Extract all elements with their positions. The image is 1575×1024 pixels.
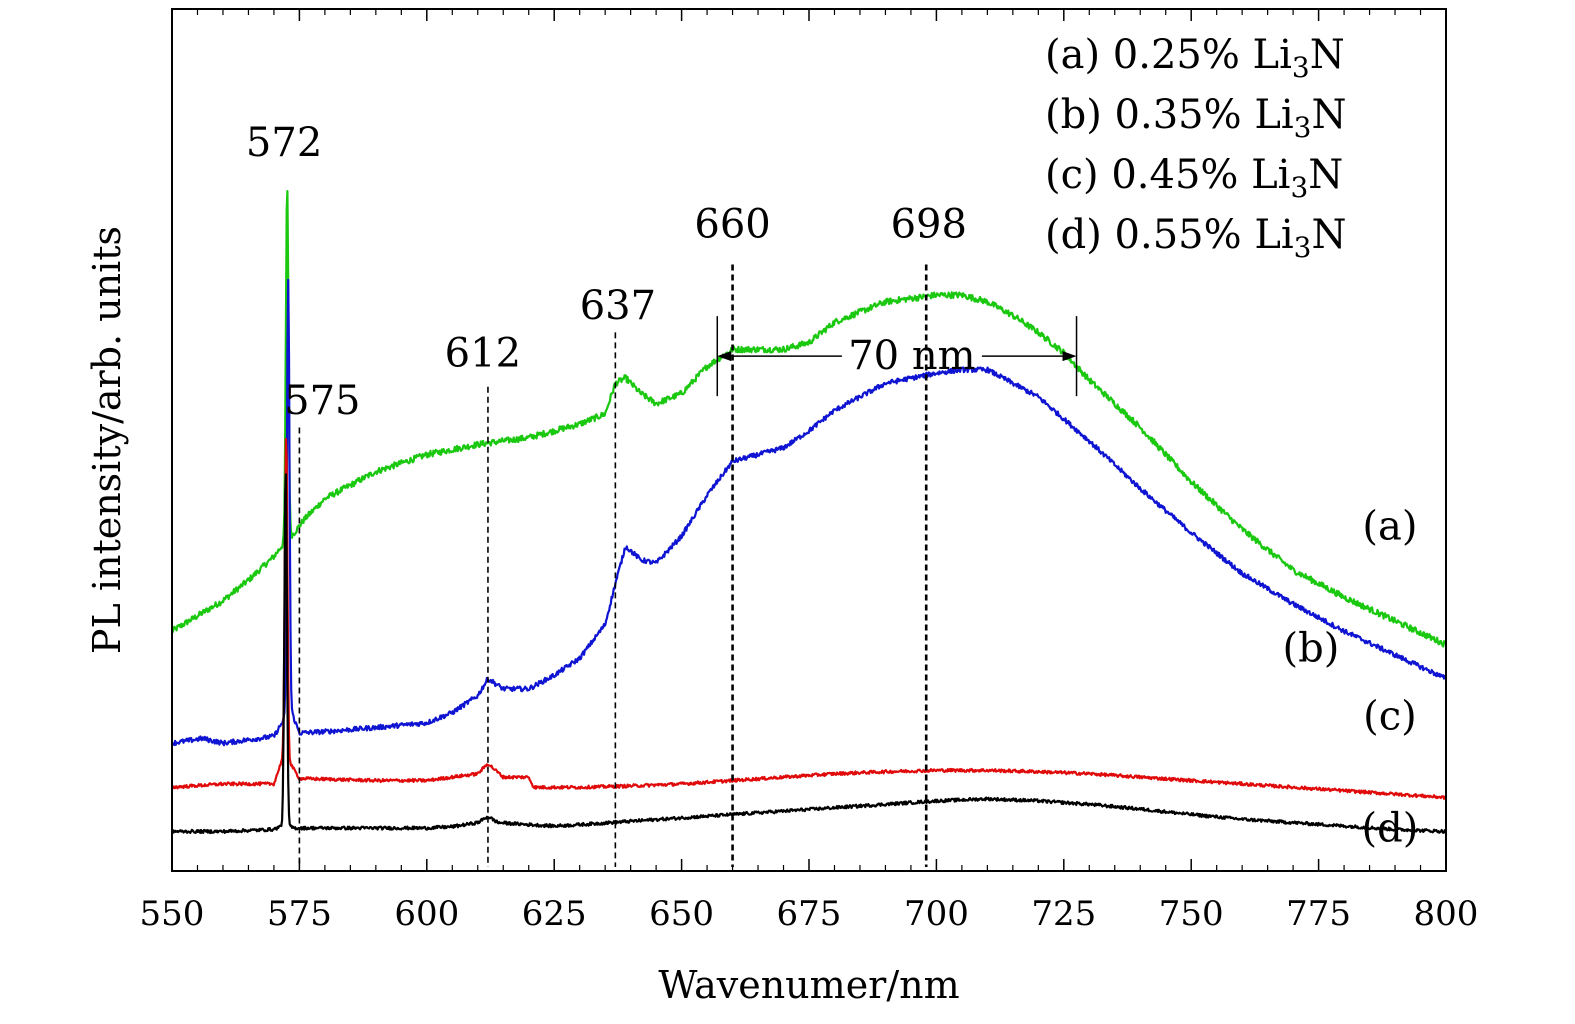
x-tick-label: 625 xyxy=(522,894,587,934)
annotation-layer: 572 575 612 637 660 698 70 nm (a) (b) (c) (d) xyxy=(246,120,1418,867)
series-label: (a) xyxy=(1362,503,1417,549)
x-tick-label: 600 xyxy=(394,894,459,934)
series-line xyxy=(171,437,1447,800)
series-a xyxy=(171,190,1447,648)
tick-layer: 550 575 600 625 650 675 700 725 750 775 800 xyxy=(140,9,1479,934)
fwhm-arrowhead-left xyxy=(717,351,732,362)
x-tick-label: 725 xyxy=(1031,894,1096,934)
peak-label: 575 xyxy=(284,378,360,424)
plot-frame xyxy=(171,8,1447,872)
series-label: (b) xyxy=(1283,626,1340,672)
legend: (a) 0.25% Li3N (b) 0.35% Li3N (c) 0.45% Li… xyxy=(1045,32,1347,264)
peak-label: 660 xyxy=(694,201,770,247)
legend-entry: (a) 0.25% Li3N xyxy=(1045,32,1345,84)
x-axis-title: Wavenumer/nm xyxy=(658,963,959,1007)
series-label: (c) xyxy=(1363,694,1417,740)
series-line xyxy=(171,190,1447,648)
peak-label: 612 xyxy=(445,330,521,376)
x-tick-label: 775 xyxy=(1286,894,1351,934)
peak-label: 572 xyxy=(246,120,322,166)
series-b xyxy=(170,278,1447,747)
fwhm-label: 70 nm xyxy=(848,333,975,379)
x-tick-label: 550 xyxy=(140,894,205,934)
x-tick-label: 675 xyxy=(777,894,842,934)
series-label: (d) xyxy=(1362,806,1419,852)
x-tick-label: 700 xyxy=(904,894,969,934)
x-tick-label: 650 xyxy=(649,894,714,934)
peak-label: 698 xyxy=(891,201,967,247)
legend-entry: (d) 0.55% Li3N xyxy=(1045,212,1347,264)
x-tick-label: 750 xyxy=(1159,894,1224,934)
peak-label: 637 xyxy=(580,283,656,329)
series-line xyxy=(170,278,1447,747)
legend-entry: (b) 0.35% Li3N xyxy=(1045,92,1347,144)
legend-entry: (c) 0.45% Li3N xyxy=(1045,152,1343,204)
series-c xyxy=(171,437,1447,800)
series-line xyxy=(170,473,1447,835)
y-axis-title: PL intensity/arb. units xyxy=(85,226,129,654)
series-layer xyxy=(170,190,1447,835)
series-d xyxy=(170,473,1447,835)
x-tick-label: 575 xyxy=(267,894,332,934)
fwhm-arrowhead-right xyxy=(1062,351,1077,362)
x-tick-label: 800 xyxy=(1414,894,1479,934)
